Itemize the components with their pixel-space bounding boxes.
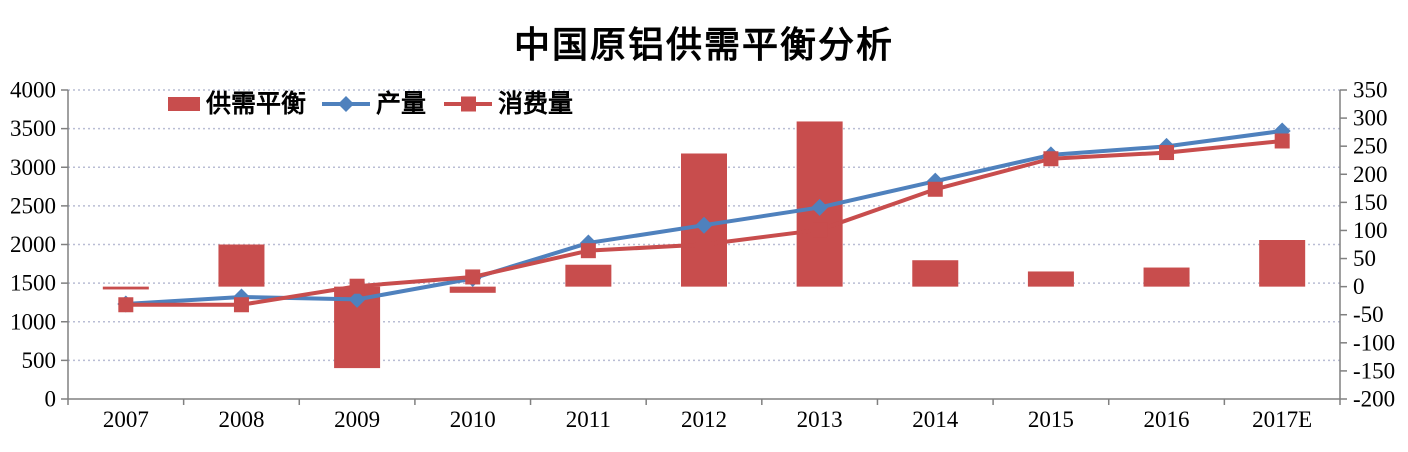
balance-bar-2008	[218, 244, 265, 287]
consumption-marker-2016	[1159, 145, 1175, 161]
right-axis-label--200: -200	[1353, 387, 1395, 412]
production-marker-2013	[811, 198, 829, 216]
left-axis-label-2500: 2500	[10, 193, 56, 218]
right-axis-label-150: 150	[1353, 190, 1388, 215]
left-axis-label-1500: 1500	[10, 271, 56, 296]
right-axis-label-0: 0	[1353, 274, 1365, 299]
legend-label-consumption: 消费量	[498, 90, 573, 118]
right-axis-label-50: 50	[1353, 246, 1376, 271]
right-axis-label--50: -50	[1353, 302, 1384, 327]
x-axis-label-2014: 2014	[912, 407, 959, 432]
right-axis-label-350: 350	[1353, 78, 1388, 103]
legend-marker-consumption	[461, 96, 476, 112]
x-axis-label-2011: 2011	[566, 407, 611, 432]
left-axis-label-4000: 4000	[10, 78, 56, 103]
legend-label-balance: 供需平衡	[205, 89, 306, 118]
balance-bar-2016	[1143, 267, 1190, 287]
right-axis-label--150: -150	[1353, 358, 1395, 383]
legend-marker-production	[338, 96, 354, 112]
consumption-marker-2013	[812, 222, 828, 238]
left-axis-label-3500: 3500	[10, 116, 56, 141]
right-axis-label-250: 250	[1353, 134, 1388, 159]
x-axis-label-2017E: 2017E	[1252, 407, 1312, 432]
right-axis-label-200: 200	[1353, 162, 1388, 187]
production-marker-2012	[695, 216, 713, 234]
x-axis-label-2016: 2016	[1144, 407, 1190, 432]
legend-swatch-balance	[168, 97, 200, 111]
consumption-marker-2011	[580, 243, 596, 259]
right-axis-label-300: 300	[1353, 106, 1388, 131]
legend-label-production: 产量	[376, 90, 426, 118]
consumption-marker-2012	[696, 237, 712, 252]
left-axis-label-1000: 1000	[10, 309, 56, 334]
consumption-marker-2015	[1043, 151, 1059, 167]
x-axis-label-2015: 2015	[1028, 407, 1074, 432]
x-axis-label-2009: 2009	[334, 407, 380, 432]
consumption-marker-2010	[465, 269, 481, 285]
consumption-marker-2017E	[1274, 133, 1290, 149]
x-axis-label-2012: 2012	[681, 407, 727, 432]
consumption-marker-2008	[233, 297, 249, 313]
left-axis-label-3000: 3000	[10, 155, 56, 180]
production-marker-2009	[348, 290, 366, 308]
left-axis-label-2000: 2000	[10, 232, 56, 257]
balance-bar-2011	[565, 264, 612, 287]
balance-bar-2015	[1027, 271, 1074, 287]
balance-bar-2017E	[1259, 240, 1306, 287]
consumption-marker-2009	[349, 278, 365, 294]
chart-title: 中国原铝供需平衡分析	[513, 24, 894, 65]
x-axis-label-2010: 2010	[450, 407, 496, 432]
right-axis-label-100: 100	[1353, 218, 1388, 243]
consumption-marker-2014	[927, 181, 943, 197]
x-axis-label-2008: 2008	[218, 407, 264, 432]
consumption-marker-2007	[118, 297, 134, 313]
x-axis-label-2007: 2007	[103, 407, 149, 432]
left-axis-label-0: 0	[45, 387, 57, 412]
balance-bar-2010	[449, 286, 496, 293]
balance-bar-2014	[912, 260, 959, 287]
balance-bar-2007	[102, 286, 149, 290]
x-axis-label-2013: 2013	[797, 407, 843, 432]
left-axis-label-500: 500	[22, 348, 57, 373]
right-axis-label--100: -100	[1353, 330, 1395, 355]
